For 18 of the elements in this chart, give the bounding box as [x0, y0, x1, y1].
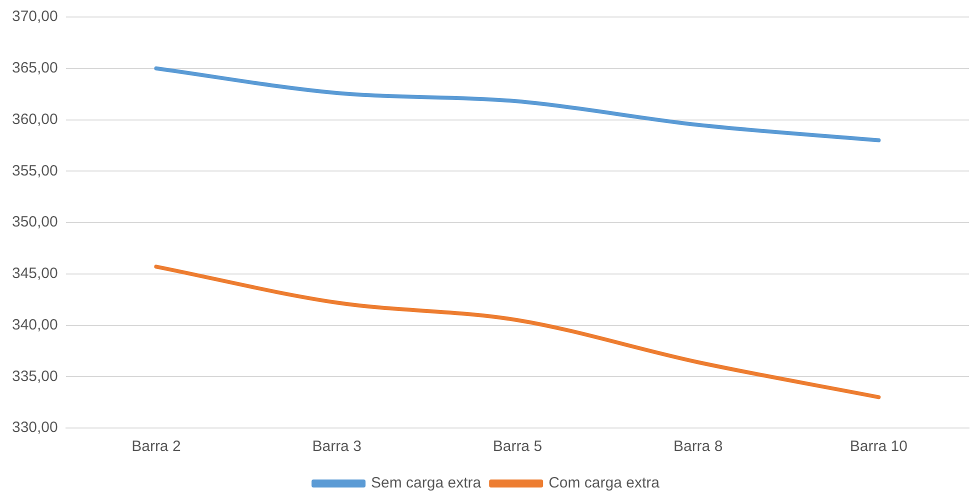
y-tick-label: 360,00	[12, 110, 58, 128]
y-tick-label: 365,00	[12, 60, 58, 77]
line-series	[154, 264, 881, 400]
y-tick-label: 355,00	[12, 162, 58, 180]
x-tick-label: Barra 2	[132, 438, 181, 456]
x-tick-label: Barra 3	[312, 438, 362, 456]
y-tick-label: 340,00	[12, 316, 58, 334]
y-tick-label: 335,00	[12, 368, 58, 385]
line-series	[154, 66, 881, 142]
legend-label: Sem carga extra	[371, 474, 482, 492]
x-tick-label: Barra 8	[673, 438, 723, 456]
y-tick-label: 345,00	[12, 265, 58, 282]
x-tick-label: Barra 5	[492, 438, 542, 456]
y-tick-label: 350,00	[12, 214, 58, 231]
x-tick-label: Barra 10	[850, 438, 908, 456]
legend-label: Com carga extra	[548, 474, 660, 492]
y-tick-label: 330,00	[12, 419, 58, 436]
y-tick-label: 370,00	[12, 8, 58, 26]
